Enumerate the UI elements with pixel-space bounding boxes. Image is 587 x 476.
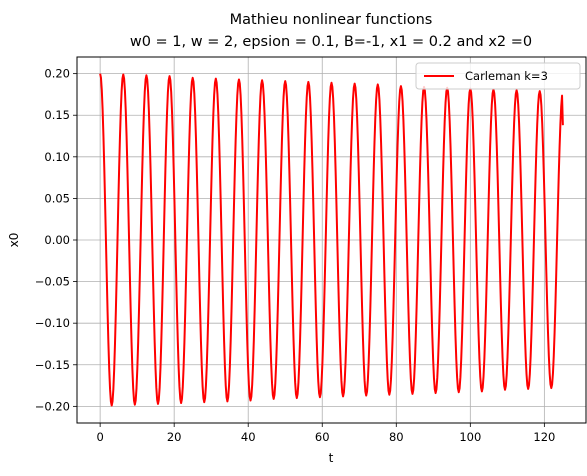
chart-title-line-2: w0 = 1, w = 2, epsion = 0.1, B=-1, x1 = … [130,34,532,50]
series-layer [99,73,564,407]
y-tick-label: −0.10 [35,316,70,330]
x-axis-label: t [329,451,334,465]
y-tick-label: 0.00 [44,233,70,247]
x-tick-label: 20 [167,430,182,444]
x-tick-label: 100 [459,430,481,444]
y-axis: 0.20 0.15 0.10 0.05 0.00 −0.05 −0.10 −0.15 −0.20 [35,67,77,413]
legend: Carleman k=3 [415,62,581,90]
y-tick-label: 0.05 [44,191,70,205]
grid [77,57,586,423]
y-tick-label: −0.15 [35,358,70,372]
y-tick-label: 0.15 [44,108,70,122]
x-tick-label: 0 [96,430,103,444]
y-tick-label: 0.10 [44,150,70,164]
chart-title-line-1: Mathieu nonlinear functions [230,12,433,28]
y-axis-label: x0 [7,233,21,248]
y-tick-label: −0.20 [35,399,70,413]
x-tick-label: 60 [315,430,330,444]
x-axis: 0 20 40 60 80 100 120 [96,423,555,444]
x-tick-label: 40 [241,430,256,444]
x-tick-label: 120 [533,430,555,444]
legend-box [415,62,581,90]
y-tick-label: −0.05 [35,275,70,289]
y-tick-label: 0.20 [44,67,70,81]
legend-label-carleman: Carleman k=3 [465,69,548,83]
series-line-carleman [99,73,564,407]
x-tick-label: 80 [389,430,404,444]
